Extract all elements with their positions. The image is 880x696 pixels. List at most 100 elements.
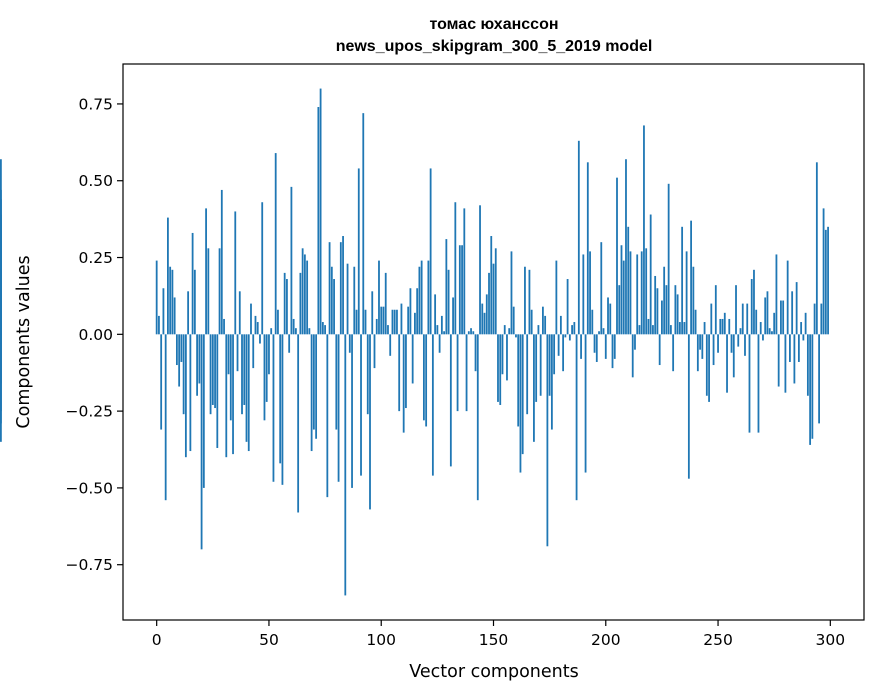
bar xyxy=(506,334,508,381)
bar xyxy=(589,251,591,335)
y-tick-label: −0.50 xyxy=(66,479,114,497)
bar xyxy=(431,334,434,476)
bar xyxy=(577,140,580,335)
bar xyxy=(667,183,670,335)
bar xyxy=(703,322,706,335)
bar xyxy=(705,334,708,396)
bar xyxy=(470,328,472,335)
bar xyxy=(198,334,201,384)
bar xyxy=(281,334,284,485)
bar xyxy=(573,322,576,335)
bar xyxy=(575,334,578,501)
bar xyxy=(759,322,762,335)
bar xyxy=(427,260,430,335)
bar xyxy=(750,279,753,335)
bar xyxy=(308,328,311,335)
bar xyxy=(236,334,239,372)
bar xyxy=(227,334,230,375)
bar xyxy=(586,162,589,335)
bar xyxy=(503,325,506,335)
y-tick-label: −0.25 xyxy=(66,403,114,421)
bar xyxy=(193,269,196,335)
bar xyxy=(802,334,805,341)
bar xyxy=(741,303,744,335)
bar xyxy=(782,300,785,335)
bar xyxy=(429,168,432,335)
bar xyxy=(600,242,603,335)
bar xyxy=(247,334,250,452)
bar xyxy=(292,318,295,335)
bar xyxy=(205,208,207,335)
bar xyxy=(755,309,758,335)
bar xyxy=(422,334,425,421)
bar xyxy=(400,303,403,335)
bar xyxy=(476,334,479,501)
bar xyxy=(515,334,517,338)
bar xyxy=(676,294,679,335)
bar xyxy=(730,334,733,353)
bar xyxy=(303,254,306,335)
bar xyxy=(277,309,279,335)
bar xyxy=(420,260,423,335)
bar xyxy=(214,334,216,409)
bar xyxy=(160,334,163,430)
bar xyxy=(155,260,158,335)
bars-group xyxy=(0,88,829,596)
bar xyxy=(537,325,540,335)
y-axis-label: Components values xyxy=(14,255,34,428)
bar xyxy=(317,107,320,335)
bar xyxy=(555,260,558,335)
x-tick-label: 50 xyxy=(259,631,279,649)
bar xyxy=(319,88,322,335)
bar xyxy=(364,309,367,335)
bar xyxy=(443,331,445,335)
bar xyxy=(295,328,297,335)
bar xyxy=(708,334,710,402)
bar xyxy=(784,334,787,393)
bar xyxy=(326,334,329,498)
bar xyxy=(595,334,598,362)
bar xyxy=(766,291,769,335)
bar xyxy=(265,334,268,402)
bar xyxy=(339,242,342,335)
bar xyxy=(497,334,499,402)
bar xyxy=(393,309,396,335)
bar xyxy=(737,334,740,347)
bar xyxy=(649,214,652,335)
bar xyxy=(789,334,791,362)
bar xyxy=(634,334,636,350)
bar xyxy=(568,334,571,341)
bar xyxy=(748,334,751,433)
bar xyxy=(436,325,439,335)
bar xyxy=(674,285,677,335)
bar xyxy=(380,306,383,335)
x-axis-ticks: 0 50 100 150 200 250 300 xyxy=(152,620,845,649)
bar xyxy=(665,285,668,335)
bar xyxy=(492,263,495,335)
bar xyxy=(656,288,659,335)
bar xyxy=(169,266,172,335)
bar xyxy=(187,291,190,335)
bar xyxy=(553,334,556,375)
bar xyxy=(618,285,621,335)
bar xyxy=(229,334,232,421)
bar xyxy=(681,226,684,335)
bar xyxy=(261,202,264,335)
bar xyxy=(544,315,547,335)
bar xyxy=(440,315,443,335)
bar xyxy=(501,334,504,375)
bar xyxy=(669,325,672,335)
bar xyxy=(238,291,241,335)
bar xyxy=(391,309,394,335)
bar xyxy=(780,300,782,335)
bar xyxy=(218,248,221,335)
bar xyxy=(548,334,551,396)
bar xyxy=(602,328,605,335)
bar xyxy=(663,266,666,335)
bar xyxy=(241,334,243,415)
bar xyxy=(696,334,699,372)
x-axis-label: Vector components xyxy=(409,662,578,682)
bar xyxy=(452,297,454,335)
bar xyxy=(357,168,360,335)
